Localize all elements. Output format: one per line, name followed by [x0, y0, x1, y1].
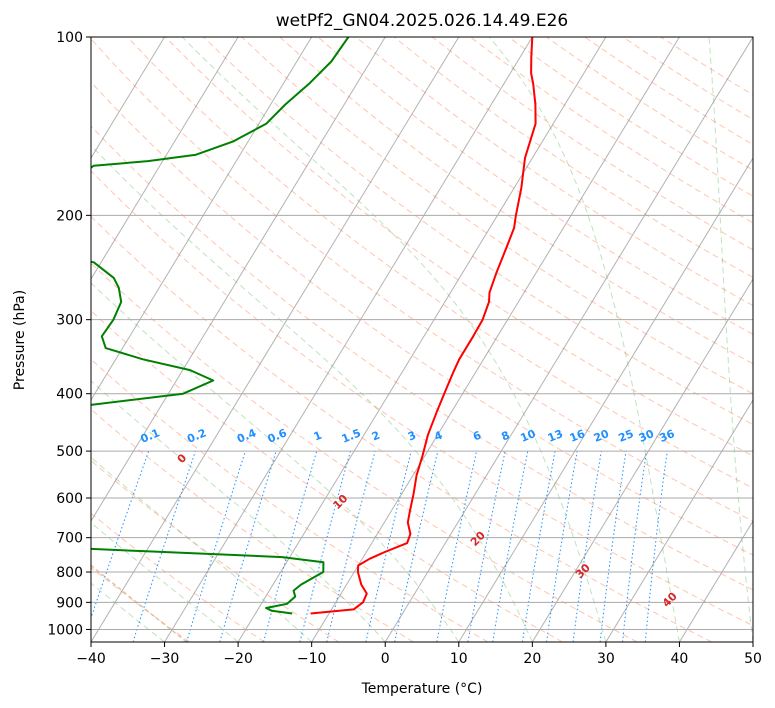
mixing-ratio-line — [132, 450, 196, 642]
mixing-ratio-label: 16 — [568, 427, 587, 445]
y-tick-label: 200 — [56, 208, 83, 224]
background-lines — [91, 37, 753, 642]
isotherm — [311, 37, 680, 642]
y-tick-label: 600 — [56, 491, 83, 507]
moist-adiabat — [91, 282, 460, 642]
mixing-ratio-label: 10 — [519, 427, 538, 445]
x-tick-label: 30 — [597, 651, 615, 667]
mixing-ratio-line — [572, 451, 602, 642]
dry-adiabat — [203, 37, 753, 426]
x-tick-label: 20 — [523, 651, 541, 667]
x-axis-label: Temperature (°C) — [361, 681, 483, 697]
mixing-ratio-label: 1 — [312, 429, 324, 444]
mixing-ratio-line — [263, 450, 318, 642]
dry-adiabat — [91, 512, 265, 642]
mixing-ratio-label: 3 — [406, 429, 418, 444]
mixing-ratio-line — [219, 450, 277, 642]
moist-adiabat — [489, 37, 680, 642]
x-tick-label: 50 — [744, 651, 762, 667]
dry-adiabat — [241, 37, 753, 395]
mixing-ratio-label: 25 — [616, 427, 635, 445]
y-tick-label: 400 — [56, 387, 83, 403]
mixing-ratio-label: 2 — [370, 429, 382, 444]
plot-area: -100-90-80-70-60-50-40-30-20-100.10.20.4… — [91, 37, 753, 642]
dry-adiabat — [91, 262, 638, 642]
isotherm — [531, 278, 753, 642]
isotherm — [605, 399, 753, 642]
mixing-ratio-line — [622, 451, 647, 642]
y-tick-label: 700 — [56, 531, 83, 547]
dry-adiabat — [91, 309, 563, 642]
isotherm — [384, 37, 753, 642]
mixing-ratio-line — [546, 451, 578, 642]
moist-adiabat — [181, 37, 607, 642]
plot-frame — [90, 36, 754, 643]
x-tick-label: −20 — [223, 651, 253, 667]
isotherm — [91, 37, 165, 159]
x-tick-label: 10 — [450, 651, 468, 667]
mixing-ratio-label: 13 — [546, 427, 565, 445]
y-tick-label: 100 — [56, 30, 83, 46]
x-tick-label: −40 — [76, 651, 106, 667]
axes: −40 −30 −20 −10 0 10 20 30 40 50 100 200 300 400 500 60… — [47, 30, 762, 667]
temperature-profile — [310, 37, 537, 615]
moist-adiabat — [91, 144, 533, 642]
chart-title: wetPf2_GN04.2025.026.14.49.E26 — [276, 11, 568, 31]
isotherm — [91, 37, 313, 401]
y-axis-label: Pressure (hPa) — [12, 290, 28, 390]
dry-adiabat — [91, 358, 489, 642]
dry-adiabat — [91, 125, 753, 591]
isotherm — [164, 37, 533, 642]
mixing-ratio-line — [326, 450, 376, 642]
isotherm — [237, 37, 607, 642]
mixing-ratio-label: 8 — [500, 429, 512, 444]
mixing-ratio-label: 30 — [637, 427, 656, 445]
x-tick-label: 0 — [381, 651, 390, 667]
mixing-ratio-line — [186, 450, 246, 642]
y-tick-label: 500 — [56, 444, 83, 460]
mixing-ratio-line — [299, 450, 351, 642]
dry-adiabat — [91, 566, 190, 642]
y-tick-label: 300 — [56, 313, 83, 329]
dewpoint-profile — [91, 37, 350, 615]
profiles — [91, 37, 537, 615]
isotherm — [91, 37, 239, 280]
isotherm — [91, 37, 386, 522]
dry-adiabat — [279, 37, 753, 365]
isotherm — [91, 37, 460, 642]
mixing-ratio-label: 20 — [592, 427, 611, 445]
dry-adiabat — [91, 38, 753, 522]
moist-adiabat — [708, 37, 753, 642]
y-tick-label: 800 — [56, 565, 83, 581]
mixing-ratio-line — [644, 451, 668, 642]
isotherm — [458, 157, 753, 642]
x-tick-label: −10 — [297, 651, 327, 667]
mixing-ratio-label: 36 — [657, 427, 676, 445]
mixing-ratio-line — [365, 450, 412, 642]
mixing-ratio-line — [599, 451, 627, 642]
x-tick-label: −30 — [150, 651, 180, 667]
mixing-ratio-line — [91, 450, 150, 620]
isotherm — [679, 520, 753, 642]
y-tick-label: 1000 — [47, 622, 83, 638]
dry-adiabat — [91, 215, 713, 642]
y-tick-label: 900 — [56, 595, 83, 611]
x-tick-label: 40 — [671, 651, 689, 667]
dry-adiabat — [91, 170, 753, 627]
